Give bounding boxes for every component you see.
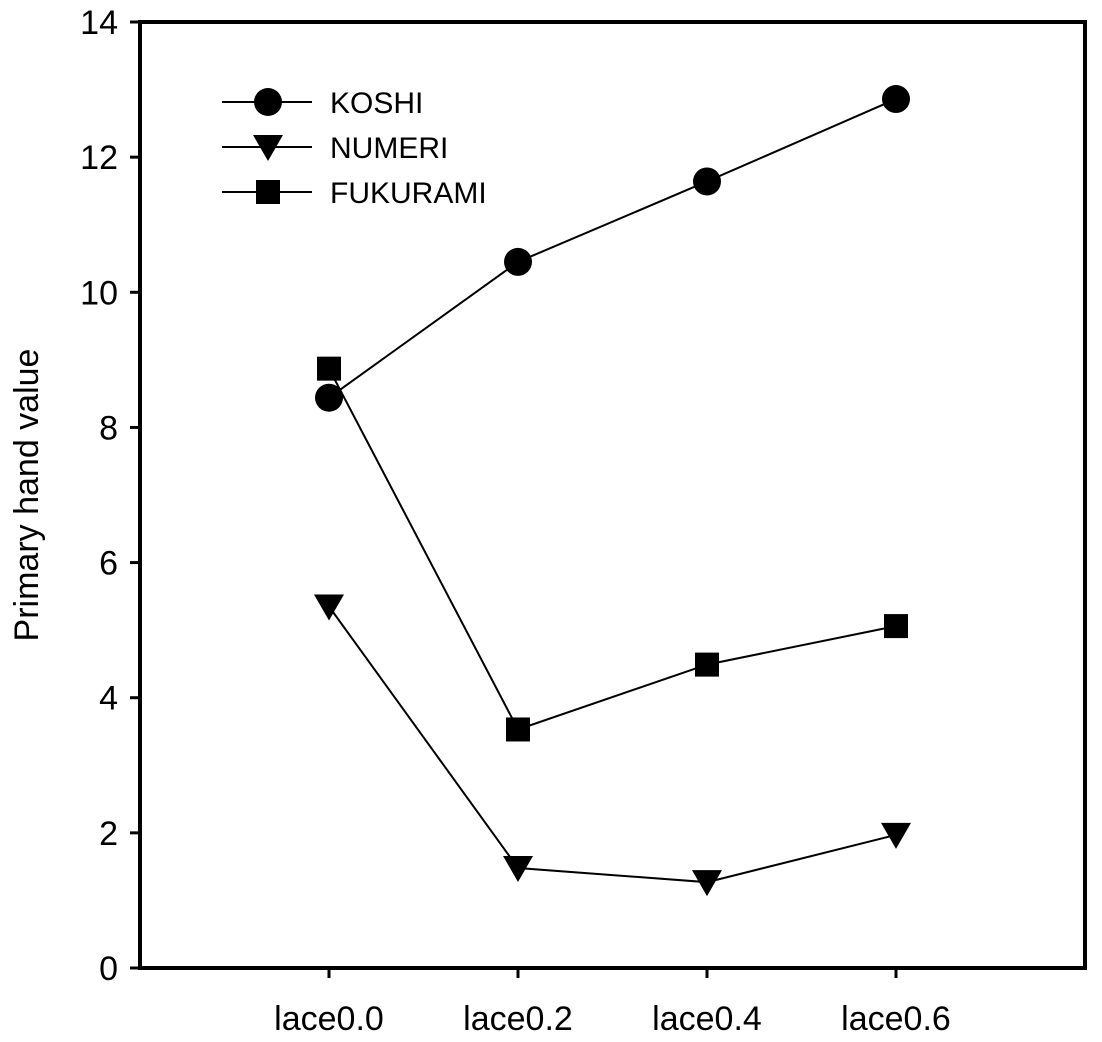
y-tick-label: 2 bbox=[99, 815, 118, 853]
legend-marker bbox=[256, 180, 280, 204]
y-tick-label: 4 bbox=[99, 680, 118, 718]
series-line bbox=[328, 98, 897, 399]
y-tick-label: 6 bbox=[99, 545, 118, 583]
data-point bbox=[695, 652, 719, 677]
legend-item: FUKURAMI bbox=[222, 177, 487, 210]
data-point bbox=[506, 717, 530, 742]
series-koshi bbox=[315, 85, 910, 412]
series-fukurami bbox=[317, 356, 908, 742]
legend-item: NUMERI bbox=[222, 132, 448, 165]
data-point bbox=[503, 855, 533, 882]
legend-marker bbox=[254, 88, 282, 116]
data-point bbox=[317, 356, 341, 381]
data-point bbox=[314, 594, 344, 621]
legend-label: KOSHI bbox=[330, 87, 423, 120]
series-line bbox=[328, 605, 897, 884]
plot-frame bbox=[138, 20, 1087, 970]
y-tick-label: 10 bbox=[80, 274, 118, 312]
legend-marker bbox=[253, 135, 283, 161]
data-point bbox=[884, 614, 908, 639]
data-point bbox=[693, 167, 721, 196]
legend: KOSHI NUMERI FUKURAMI bbox=[222, 87, 487, 210]
series-numeri bbox=[314, 594, 911, 897]
data-point bbox=[504, 247, 532, 276]
legend-label: FUKURAMI bbox=[330, 177, 487, 210]
x-tick-label: lace0.0 bbox=[274, 1000, 384, 1038]
series-line bbox=[328, 368, 897, 731]
legend-label: NUMERI bbox=[330, 132, 448, 165]
y-axis: 0 2 4 6 8 10 12 14 bbox=[80, 4, 140, 988]
series-group bbox=[314, 85, 911, 897]
legend-item: KOSHI bbox=[222, 87, 423, 120]
x-tick-label: lace0.4 bbox=[652, 1000, 762, 1038]
data-point bbox=[881, 822, 911, 849]
x-axis: lace0.0 lace0.2 lace0.4 lace0.6 bbox=[274, 968, 951, 1038]
y-tick-label: 12 bbox=[80, 139, 118, 177]
x-tick-label: lace0.6 bbox=[841, 1000, 951, 1038]
data-point bbox=[692, 870, 722, 897]
x-tick-label: lace0.2 bbox=[463, 1000, 573, 1038]
y-axis-label: Primary hand value bbox=[8, 349, 46, 642]
y-tick-label: 8 bbox=[99, 409, 118, 447]
data-point bbox=[315, 383, 343, 412]
y-tick-label: 14 bbox=[80, 4, 118, 42]
data-point bbox=[882, 85, 910, 114]
y-tick-label: 0 bbox=[99, 950, 118, 988]
